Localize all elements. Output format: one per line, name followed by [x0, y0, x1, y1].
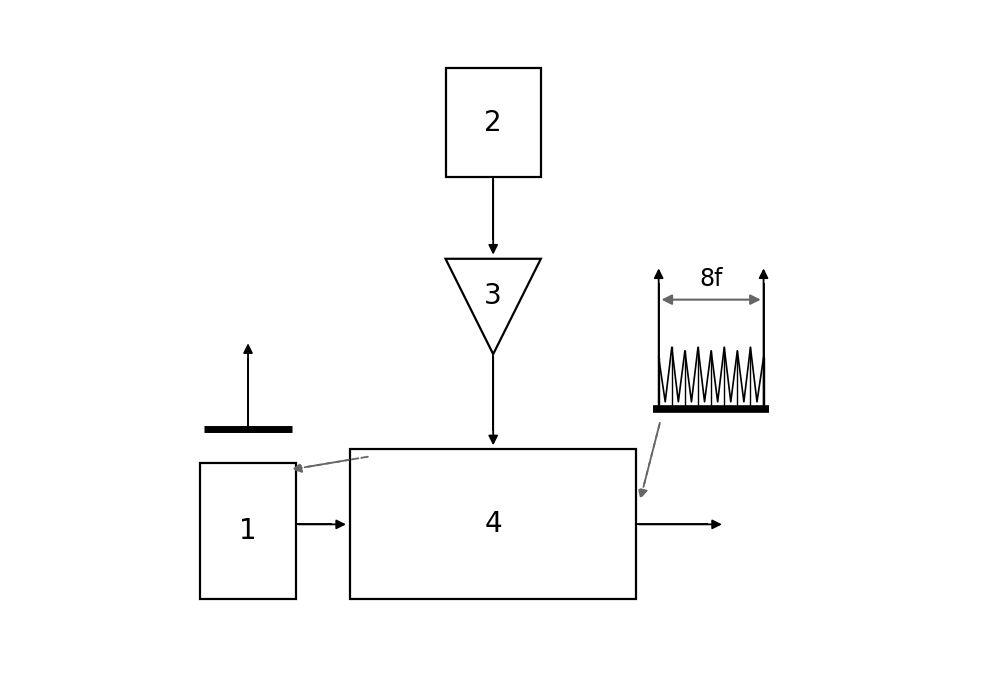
Text: 2: 2: [484, 108, 502, 137]
Bar: [200, 463, 296, 599]
Text: 3: 3: [484, 282, 502, 311]
Text: 1: 1: [239, 517, 257, 545]
Text: 4: 4: [484, 510, 502, 539]
Text: 8f: 8f: [699, 267, 723, 291]
Polygon shape: [446, 259, 541, 354]
Bar: [446, 68, 541, 177]
Bar: [350, 449, 636, 599]
